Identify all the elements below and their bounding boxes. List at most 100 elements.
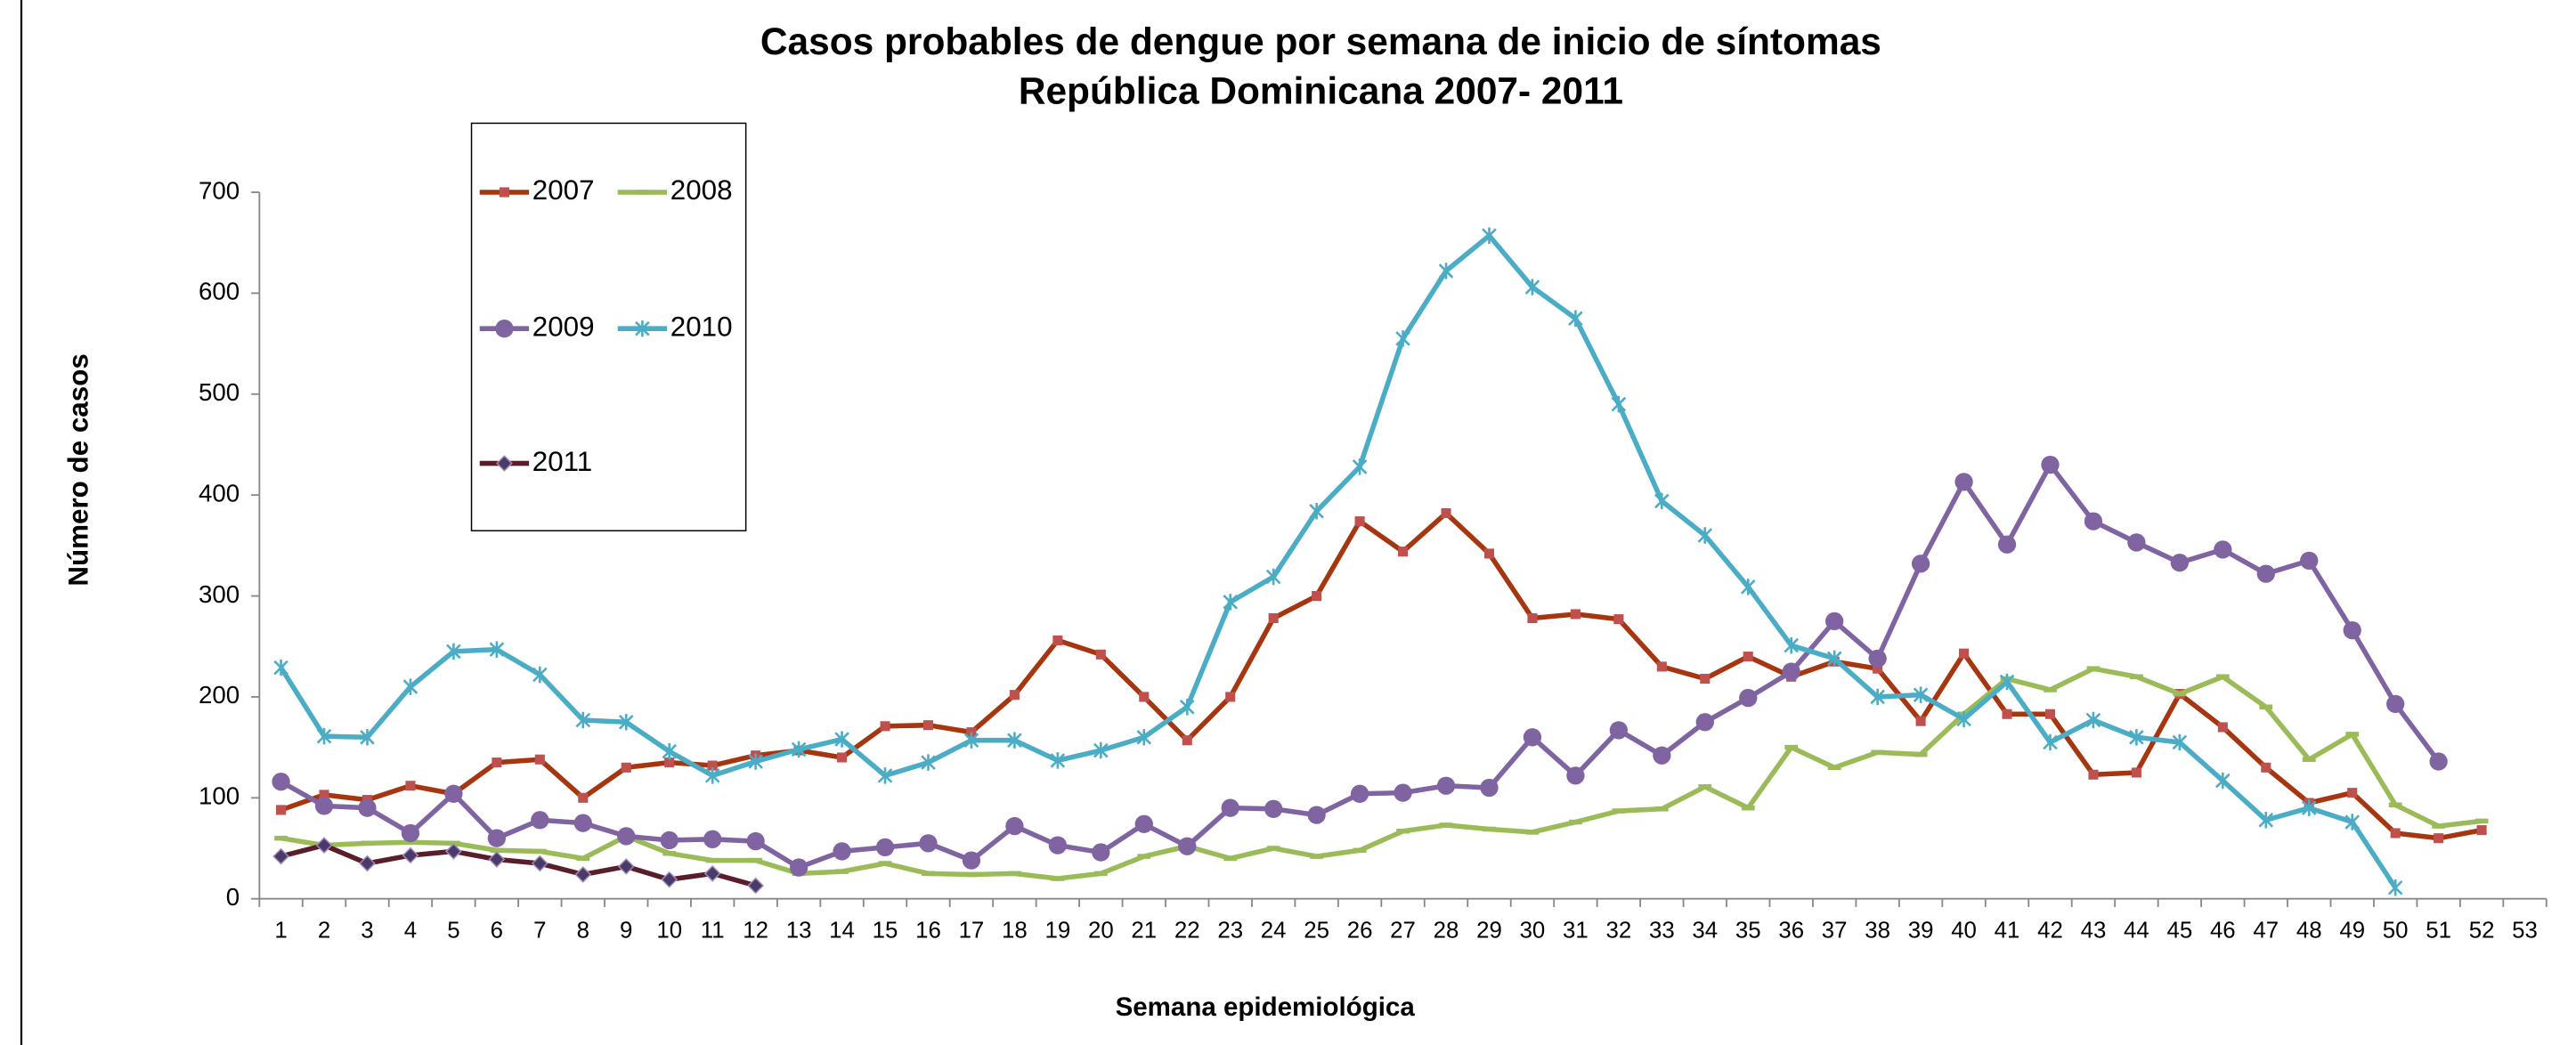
data-point (1092, 843, 1110, 862)
chart-subtitle: República Dominicana 2007- 2011 (1019, 69, 1623, 111)
data-point (1266, 846, 1280, 851)
data-point (2302, 757, 2316, 763)
x-tick-label: 37 (1822, 918, 1848, 943)
data-point (1182, 735, 1192, 746)
data-point (2173, 691, 2187, 697)
data-point (487, 829, 507, 847)
data-point (531, 855, 549, 872)
data-point (1395, 330, 1410, 347)
data-point (1178, 837, 1197, 855)
data-point (1223, 594, 1239, 611)
data-point (833, 842, 851, 861)
data-point (1784, 636, 1799, 654)
x-tick-label: 4 (404, 918, 417, 943)
data-point (1353, 847, 1367, 854)
data-point (402, 678, 418, 695)
y-tick-label: 200 (199, 681, 240, 709)
data-point (1999, 673, 2015, 691)
data-point (835, 869, 849, 874)
x-tick-label: 36 (1778, 918, 1804, 943)
data-point (2390, 828, 2401, 838)
data-point (2129, 729, 2144, 746)
data-point (1309, 503, 1324, 520)
data-point (2084, 512, 2103, 531)
data-point (1221, 798, 1239, 817)
data-point (1093, 871, 1108, 877)
x-tick-label: 9 (620, 918, 632, 943)
data-point (2214, 540, 2232, 559)
data-point (1350, 784, 1369, 803)
data-point (661, 871, 679, 888)
data-point (1482, 227, 1497, 244)
data-point (1570, 609, 1581, 620)
data-point (1654, 806, 1669, 812)
legend-label: 2008 (670, 174, 733, 206)
data-point (1052, 635, 1063, 645)
data-point (1700, 673, 1711, 685)
data-point (1611, 395, 1627, 413)
data-point (2130, 674, 2143, 680)
data-point (405, 781, 416, 791)
data-point (1524, 279, 1540, 296)
x-tick-label: 7 (533, 918, 546, 943)
data-point (2170, 553, 2190, 572)
data-point (962, 851, 981, 870)
x-tick-label: 35 (1735, 918, 1761, 943)
data-point (922, 720, 934, 731)
x-tick-label: 6 (491, 918, 503, 943)
data-point (2343, 620, 2361, 640)
x-tick-label: 15 (873, 918, 898, 943)
data-point (1698, 784, 1712, 790)
data-point (2258, 812, 2274, 829)
legend-label: 2010 (670, 311, 733, 342)
y-tick-label: 0 (226, 883, 240, 911)
data-point (1354, 516, 1365, 527)
data-point (1997, 535, 2017, 554)
data-point (1911, 555, 1930, 573)
data-point (2476, 825, 2487, 836)
series-line (280, 666, 2483, 881)
x-tick-label: 49 (2339, 918, 2365, 943)
x-tick-label: 10 (656, 918, 682, 943)
data-point (2002, 709, 2012, 719)
legend-marker (636, 190, 649, 195)
data-point (444, 784, 463, 803)
data-point (578, 792, 589, 803)
data-point (1048, 836, 1068, 855)
x-tick-label: 46 (2210, 918, 2236, 943)
data-point (789, 858, 809, 877)
x-tick-label: 42 (2037, 918, 2063, 943)
data-point (746, 831, 765, 851)
data-point (1398, 547, 1409, 557)
x-tick-label: 30 (1520, 918, 1546, 943)
data-point (2347, 788, 2358, 798)
x-tick-label: 19 (1045, 918, 1071, 943)
data-point (1568, 310, 1583, 327)
x-tick-label: 32 (1606, 918, 1632, 943)
y-tick-label: 300 (199, 580, 240, 608)
x-tick-label: 38 (1865, 918, 1890, 943)
x-tick-label: 23 (1217, 918, 1243, 943)
data-point (1441, 508, 1451, 519)
data-point (2386, 694, 2405, 714)
data-point (662, 850, 677, 856)
legend-marker (635, 320, 650, 337)
data-point (704, 767, 720, 784)
data-point (492, 757, 502, 768)
data-point (1483, 548, 1495, 559)
data-point (358, 798, 377, 817)
data-point (2259, 704, 2273, 710)
data-point (1870, 688, 1885, 706)
data-point (2044, 709, 2056, 719)
legend-marker (496, 455, 513, 472)
data-point (1740, 579, 1756, 595)
x-tick-label: 40 (1951, 918, 1977, 943)
data-point (1137, 854, 1151, 859)
x-tick-label: 5 (447, 918, 459, 943)
x-tick-label: 16 (915, 918, 941, 943)
data-point (314, 797, 334, 815)
data-point (2088, 769, 2099, 780)
data-point (1480, 778, 1499, 798)
data-point (319, 790, 329, 800)
